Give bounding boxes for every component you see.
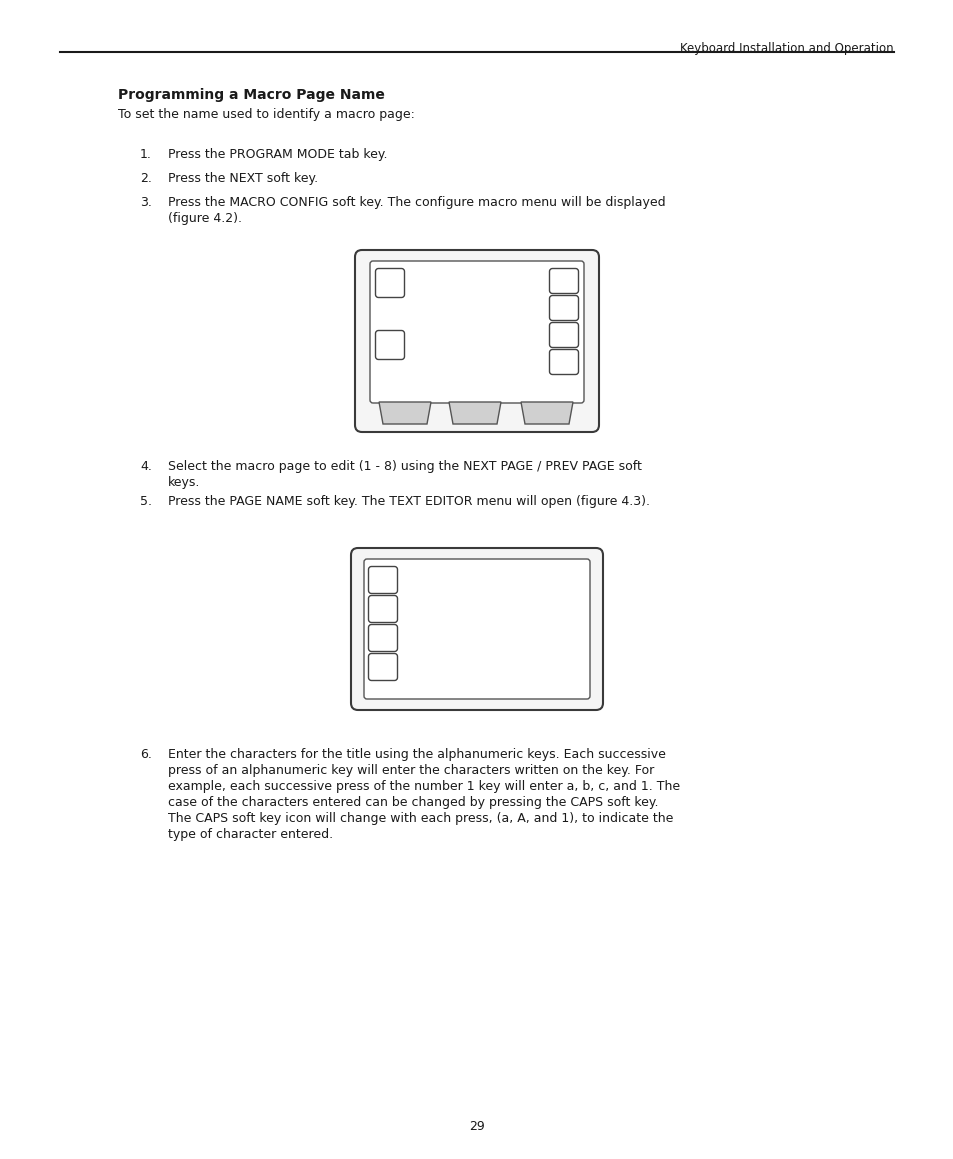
Text: Press the PROGRAM MODE tab key.: Press the PROGRAM MODE tab key. xyxy=(168,148,387,161)
Text: The CAPS soft key icon will change with each press, (a, A, and 1), to indicate t: The CAPS soft key icon will change with … xyxy=(168,812,673,825)
Text: 6.: 6. xyxy=(140,748,152,761)
FancyBboxPatch shape xyxy=(368,596,397,622)
FancyBboxPatch shape xyxy=(368,654,397,680)
Text: 3.: 3. xyxy=(140,196,152,209)
Text: To set the name used to identify a macro page:: To set the name used to identify a macro… xyxy=(118,108,415,121)
Text: 2.: 2. xyxy=(140,172,152,185)
FancyBboxPatch shape xyxy=(549,269,578,293)
FancyBboxPatch shape xyxy=(375,330,404,359)
FancyBboxPatch shape xyxy=(549,350,578,374)
Text: Press the NEXT soft key.: Press the NEXT soft key. xyxy=(168,172,317,185)
Text: 1.: 1. xyxy=(140,148,152,161)
Polygon shape xyxy=(378,402,431,424)
Text: Programming a Macro Page Name: Programming a Macro Page Name xyxy=(118,88,384,102)
FancyBboxPatch shape xyxy=(368,625,397,651)
Text: 29: 29 xyxy=(469,1120,484,1134)
FancyBboxPatch shape xyxy=(370,261,583,403)
Text: Enter the characters for the title using the alphanumeric keys. Each successive: Enter the characters for the title using… xyxy=(168,748,665,761)
FancyBboxPatch shape xyxy=(351,548,602,710)
FancyBboxPatch shape xyxy=(549,322,578,348)
Text: case of the characters entered can be changed by pressing the CAPS soft key.: case of the characters entered can be ch… xyxy=(168,796,658,809)
Text: Keyboard Installation and Operation: Keyboard Installation and Operation xyxy=(679,42,893,54)
FancyBboxPatch shape xyxy=(368,567,397,593)
Text: Press the MACRO CONFIG soft key. The configure macro menu will be displayed: Press the MACRO CONFIG soft key. The con… xyxy=(168,196,665,209)
Polygon shape xyxy=(449,402,500,424)
FancyBboxPatch shape xyxy=(364,559,589,699)
FancyBboxPatch shape xyxy=(549,296,578,321)
Text: 4.: 4. xyxy=(140,460,152,473)
Text: keys.: keys. xyxy=(168,476,200,489)
Text: Select the macro page to edit (1 - 8) using the NEXT PAGE / PREV PAGE soft: Select the macro page to edit (1 - 8) us… xyxy=(168,460,641,473)
Polygon shape xyxy=(520,402,573,424)
Text: 5.: 5. xyxy=(140,495,152,508)
Text: (figure 4.2).: (figure 4.2). xyxy=(168,212,242,225)
FancyBboxPatch shape xyxy=(355,250,598,432)
Text: press of an alphanumeric key will enter the characters written on the key. For: press of an alphanumeric key will enter … xyxy=(168,764,654,777)
Text: type of character entered.: type of character entered. xyxy=(168,828,333,841)
Text: Press the PAGE NAME soft key. The TEXT EDITOR menu will open (figure 4.3).: Press the PAGE NAME soft key. The TEXT E… xyxy=(168,495,649,508)
FancyBboxPatch shape xyxy=(375,269,404,298)
Text: example, each successive press of the number 1 key will enter a, b, c, and 1. Th: example, each successive press of the nu… xyxy=(168,780,679,793)
